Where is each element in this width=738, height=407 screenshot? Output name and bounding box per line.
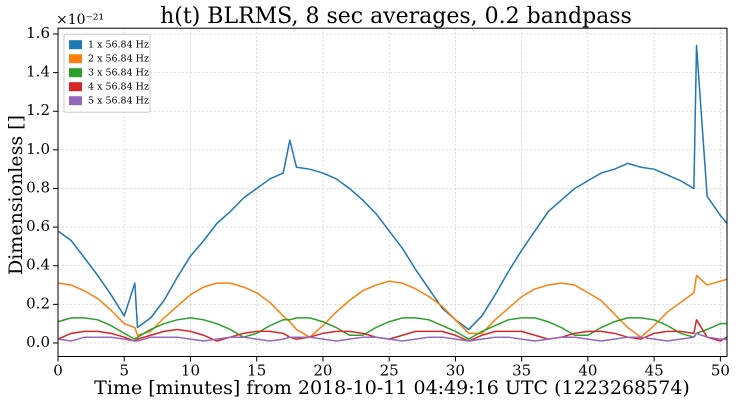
- legend-swatch: [69, 40, 82, 50]
- legend-label: 2 x 56.84 Hz: [88, 54, 149, 65]
- y-tick-label: 1.2: [26, 101, 50, 119]
- legend-box: [63, 33, 151, 113]
- y-axis-label: Dimensionless []: [5, 115, 27, 275]
- legend-swatch: [69, 54, 82, 64]
- legend-swatch: [69, 82, 82, 92]
- x-tick-label: 15: [247, 362, 266, 380]
- x-tick-label: 50: [711, 362, 730, 380]
- x-tick-label: 45: [645, 362, 664, 380]
- x-tick-label: 10: [181, 362, 200, 380]
- x-tick-label: 25: [380, 362, 399, 380]
- series-line: [57, 332, 727, 342]
- x-tick-label: 0: [53, 362, 63, 380]
- y-tick-label: 0.6: [26, 217, 50, 235]
- chart-title: h(t) BLRMS, 8 sec averages, 0.2 bandpass: [160, 4, 632, 29]
- y-tick-label: 1.6: [26, 24, 50, 42]
- legend-label: 5 x 56.84 Hz: [88, 96, 149, 107]
- legend-swatch: [69, 96, 82, 106]
- legend-label: 1 x 56.84 Hz: [88, 40, 149, 51]
- y-tick-label: 1.4: [26, 63, 50, 81]
- x-tick-label: 35: [512, 362, 531, 380]
- y-tick-label: 0.2: [26, 294, 50, 312]
- y-tick-label: 0.8: [26, 178, 50, 196]
- y-tick-label: 0.0: [26, 333, 50, 351]
- plot-frame: [57, 27, 728, 357]
- y-tick-label: 0.4: [26, 256, 50, 274]
- legend-label: 3 x 56.84 Hz: [88, 68, 149, 79]
- x-axis-label: Time [minutes] from 2018-10-11 04:49:16 …: [94, 377, 690, 399]
- series-line: [57, 44, 728, 331]
- legend-label: 4 x 56.84 Hz: [88, 82, 149, 93]
- legend-swatch: [69, 68, 82, 78]
- y-offset-label: ×10⁻²¹: [56, 12, 104, 28]
- x-tick-label: 40: [578, 362, 597, 380]
- series-line: [57, 274, 728, 338]
- series-line: [57, 317, 727, 340]
- y-tick-label: 1.0: [26, 140, 50, 158]
- x-tick-label: 5: [119, 362, 129, 380]
- x-tick-label: 20: [313, 362, 332, 380]
- x-tick-label: 30: [446, 362, 465, 380]
